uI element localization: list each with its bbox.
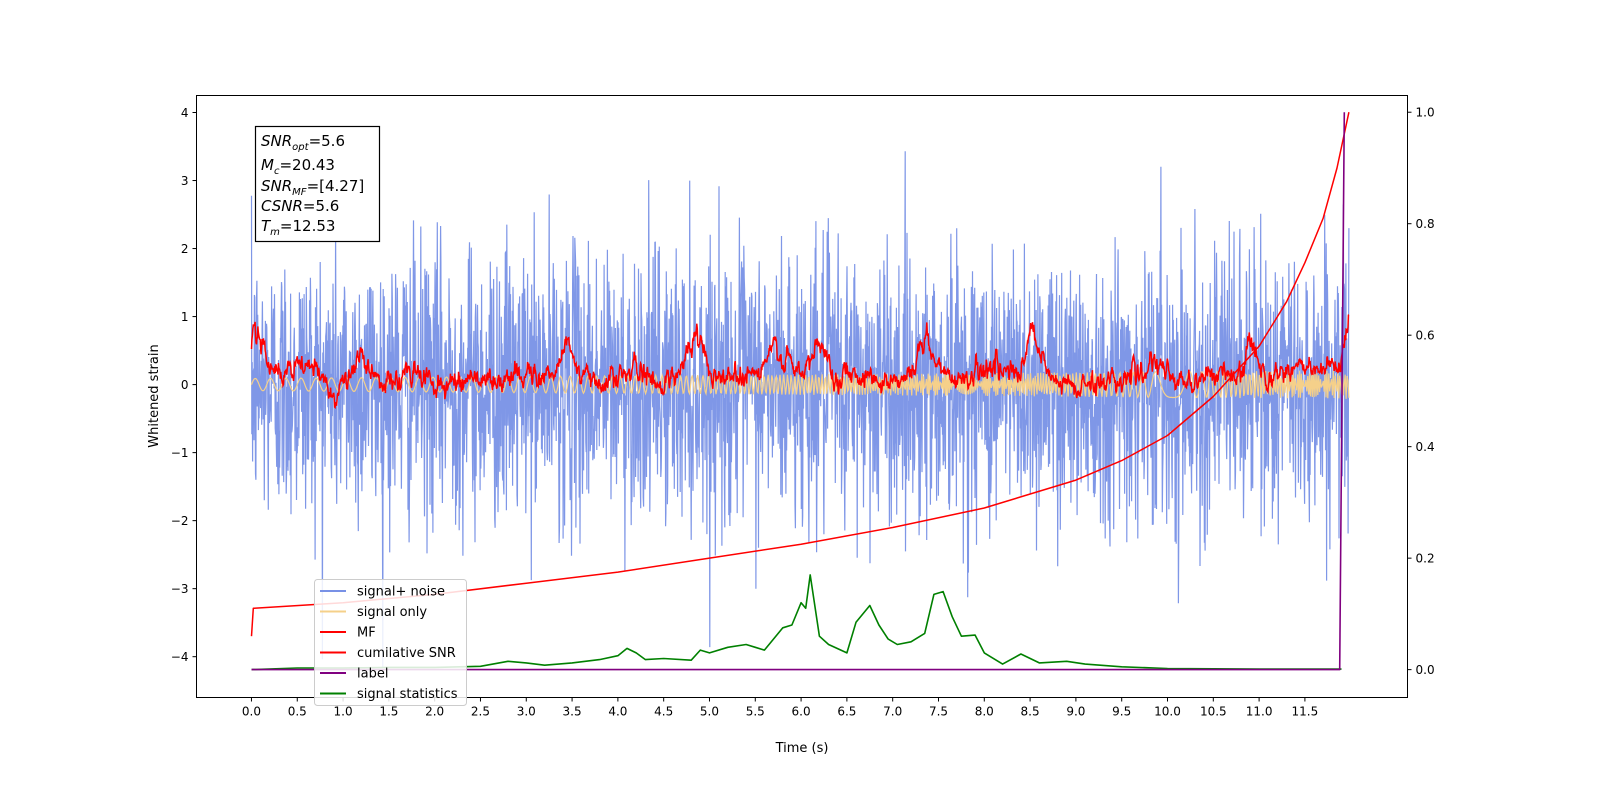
y-tick-label: −2 (171, 514, 189, 528)
y2-tick-label: 0.6 (1416, 329, 1435, 343)
legend: signal+ noise signal only MF cumilative SNR… (314, 579, 467, 706)
y-axis-label: Whitened strain (147, 344, 162, 447)
y2-tick-label: 0.2 (1416, 552, 1435, 566)
y-tick-label: 2 (181, 242, 189, 256)
legend-label: signal statistics (357, 687, 458, 702)
x-tick-label: 2.5 (471, 705, 490, 719)
tm-sub: m (270, 227, 280, 238)
snr-mf-symbol: SNR (261, 177, 292, 195)
x-tick-label: 0.5 (288, 705, 307, 719)
x-tick-label: 10.0 (1154, 705, 1181, 719)
series-signal-only (250, 369, 1350, 399)
snr-opt-value: =5.6 (309, 132, 345, 150)
svg-text:SNRopt=5.6: SNRopt=5.6 (261, 132, 345, 153)
x-tick-label: 11.0 (1246, 705, 1273, 719)
x-tick-label: 9.0 (1066, 705, 1085, 719)
x-tick-label: 4.0 (608, 705, 627, 719)
tm-value: =12.53 (280, 217, 336, 235)
x-axis: 0.0 0.5 1.0 1.5 2.0 2.5 3.0 3.5 4.0 4.5 5.0 5.5 6.0 6… (242, 697, 1319, 719)
signal-statistics-line (251, 574, 1342, 671)
x-tick-label: 1.5 (379, 705, 398, 719)
y-tick-label: 0 (181, 378, 189, 392)
snr-opt-sub: opt (292, 142, 309, 153)
svg-text:SNRMF=[4.27]: SNRMF=[4.27] (261, 177, 364, 198)
x-tick-label: 6.5 (837, 705, 856, 719)
svg-text:Mc=20.43: Mc=20.43 (261, 156, 335, 177)
y-tick-label: 3 (181, 174, 189, 188)
series-signal-statistics (251, 574, 1342, 671)
x-tick-label: 1.0 (334, 705, 353, 719)
y-tick-label: −1 (171, 446, 189, 460)
csnr-symbol: CSNR (261, 197, 303, 215)
y2-tick-label: 0.0 (1416, 663, 1435, 677)
signal-noise-line (250, 151, 1350, 667)
legend-label: label (357, 667, 388, 682)
legend-label: signal only (357, 605, 427, 620)
x-tick-label: 6.0 (792, 705, 811, 719)
y-tick-label: 4 (181, 106, 189, 120)
x-tick-label: 3.5 (563, 705, 582, 719)
signal-only-line (250, 369, 1350, 399)
x-tick-label: 3.0 (517, 705, 536, 719)
series-signal-noise (250, 151, 1350, 667)
mc-value: =20.43 (279, 156, 335, 174)
y-axis-left: −4 −3 −2 −1 0 1 2 3 4 (171, 106, 197, 664)
x-tick-label: 10.5 (1200, 705, 1227, 719)
x-tick-label: 5.5 (746, 705, 765, 719)
x-axis-label: Time (s) (775, 741, 829, 756)
legend-label: MF (357, 626, 376, 641)
y-tick-label: 1 (181, 310, 189, 324)
x-tick-label: 7.5 (929, 705, 948, 719)
x-tick-label: 8.0 (975, 705, 994, 719)
csnr-value: =5.6 (303, 197, 339, 215)
annotation-box: SNRopt=5.6 Mc=20.43 SNRMF=[4.27] CSNR=5.… (254, 125, 381, 243)
y-axis-right: 0.0 0.2 0.4 0.6 0.8 1.0 (1407, 106, 1435, 677)
series-mf (250, 314, 1350, 410)
y2-tick-label: 1.0 (1416, 106, 1435, 120)
svg-text:Tm=12.53: Tm=12.53 (261, 217, 335, 238)
x-tick-label: 4.5 (654, 705, 673, 719)
mf-line (250, 314, 1350, 410)
mc-symbol: M (261, 156, 274, 174)
svg-text:CSNR=5.6: CSNR=5.6 (261, 197, 339, 215)
y2-tick-label: 0.4 (1416, 440, 1435, 454)
label-line (251, 112, 1346, 671)
mc-sub: c (274, 166, 280, 177)
snr-mf-sub: MF (292, 187, 307, 198)
legend-label: cumilative SNR (357, 646, 456, 661)
x-tick-label: 7.0 (883, 705, 902, 719)
x-tick-label: 8.5 (1021, 705, 1040, 719)
x-tick-label: 9.5 (1112, 705, 1131, 719)
y2-tick-label: 0.8 (1416, 217, 1435, 231)
x-tick-label: 5.0 (700, 705, 719, 719)
legend-frame (314, 579, 467, 706)
x-tick-label: 0.0 (242, 705, 261, 719)
tm-symbol: T (261, 217, 272, 235)
x-tick-label: 11.5 (1292, 705, 1319, 719)
series-label (251, 112, 1346, 671)
snr-mf-value: =[4.27] (307, 177, 365, 195)
snr-opt-symbol: SNR (261, 132, 292, 150)
plot-frame (196, 95, 1408, 698)
x-tick-label: 2.0 (425, 705, 444, 719)
y-tick-label: −4 (171, 650, 189, 664)
legend-label: signal+ noise (357, 585, 445, 600)
y-tick-label: −3 (171, 582, 189, 596)
